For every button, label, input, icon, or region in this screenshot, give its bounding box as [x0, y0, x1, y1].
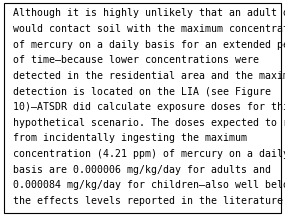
Text: would contact soil with the maximum concentration: would contact soil with the maximum conc… — [13, 24, 285, 34]
Text: the effects levels reported in the literature.: the effects levels reported in the liter… — [13, 196, 285, 206]
Text: of mercury on a daily basis for an extended period: of mercury on a daily basis for an exten… — [13, 40, 285, 49]
Text: 10)—ATSDR did calculate exposure doses for this: 10)—ATSDR did calculate exposure doses f… — [13, 102, 285, 112]
Text: detection is located on the LIA (see Figure: detection is located on the LIA (see Fig… — [13, 87, 271, 97]
Text: basis are 0.000006 mg/kg/day for adults and: basis are 0.000006 mg/kg/day for adults … — [13, 165, 271, 175]
Text: 0.000084 mg/kg/day for children—also well below: 0.000084 mg/kg/day for children—also wel… — [13, 181, 285, 191]
Text: detected in the residential area and the maximum: detected in the residential area and the… — [13, 71, 285, 81]
Text: of time—because lower concentrations were: of time—because lower concentrations wer… — [13, 55, 259, 65]
Text: concentration (4.21 ppm) of mercury on a daily: concentration (4.21 ppm) of mercury on a… — [13, 149, 285, 159]
Text: from incidentally ingesting the maximum: from incidentally ingesting the maximum — [13, 133, 247, 143]
Text: Although it is highly unlikely that an adult or child: Although it is highly unlikely that an a… — [13, 8, 285, 18]
Text: hypothetical scenario. The doses expected to result: hypothetical scenario. The doses expecte… — [13, 118, 285, 128]
FancyBboxPatch shape — [4, 3, 281, 213]
